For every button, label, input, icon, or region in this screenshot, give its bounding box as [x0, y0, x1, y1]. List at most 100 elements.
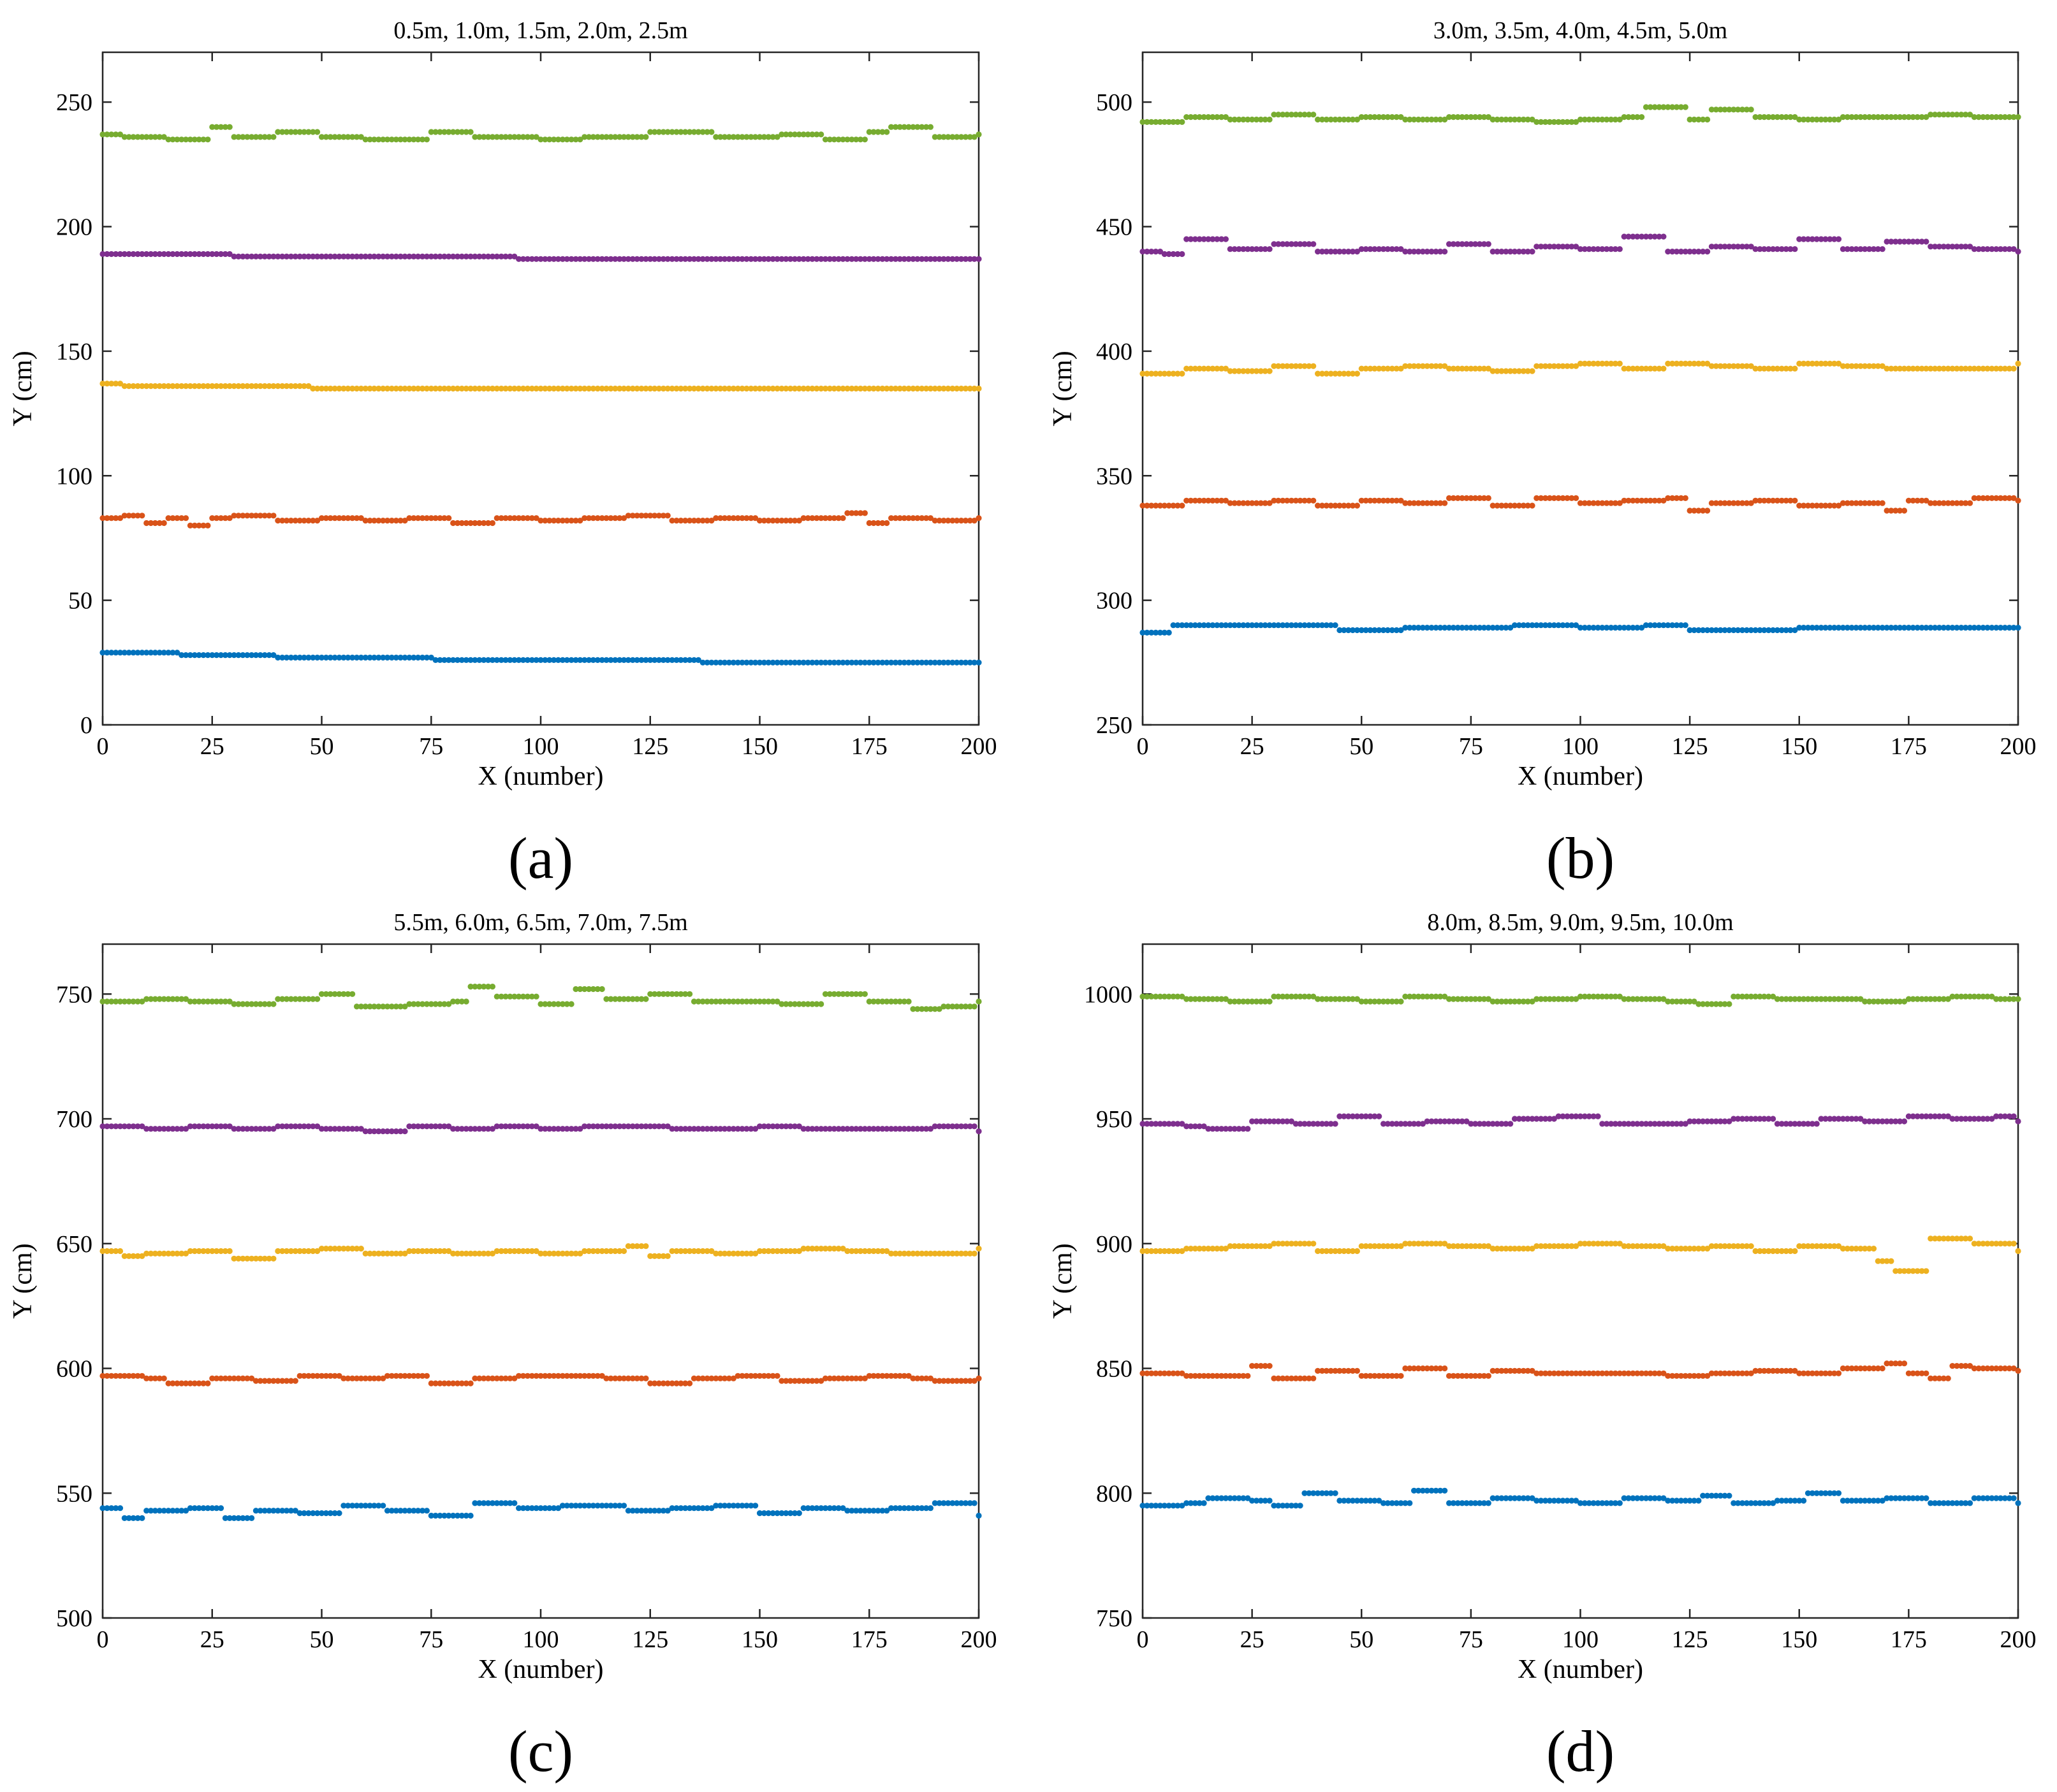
data-point: [2015, 1368, 2021, 1374]
data-point: [534, 994, 539, 1000]
y-tick-label: 400: [1096, 339, 1132, 365]
data-point: [976, 256, 981, 262]
data-point: [1901, 1360, 1907, 1366]
data-point: [1529, 368, 1535, 374]
x-tick-label: 175: [1891, 1626, 1927, 1653]
series-3.0m: [1139, 622, 2021, 636]
data-point: [1442, 1366, 1447, 1371]
data-point: [1354, 503, 1360, 509]
data-point: [1267, 368, 1273, 374]
data-point: [205, 523, 210, 528]
data-point: [1967, 1500, 1973, 1506]
data-point: [1792, 246, 1797, 252]
figure: 0.5m, 1.0m, 1.5m, 2.0m, 2.5m0 25 50 75 100 12…: [0, 0, 2057, 1792]
y-tick-label: 50: [68, 588, 92, 615]
x-tick-label: 100: [523, 1626, 559, 1653]
data-point: [976, 1246, 981, 1251]
data-point: [402, 1128, 407, 1134]
data-point: [2015, 1118, 2021, 1124]
y-tick-label: 900: [1096, 1231, 1132, 1258]
y-tick-label: 600: [56, 1356, 92, 1383]
data-point: [818, 131, 824, 137]
y-tick-label: 700: [56, 1106, 92, 1133]
series-4.5m: [1139, 234, 2021, 258]
data-point: [1486, 495, 1491, 501]
data-point: [1836, 1371, 1841, 1376]
data-point: [139, 513, 145, 518]
data-point: [976, 515, 981, 521]
y-axis-label: Y (cm): [1048, 351, 1078, 426]
data-point: [752, 1503, 758, 1508]
data-point: [468, 129, 474, 135]
y-tick-label: 300: [1096, 588, 1132, 615]
data-point: [1376, 1114, 1382, 1119]
x-tick-label: 100: [1562, 733, 1599, 760]
x-tick-label: 200: [961, 733, 997, 760]
data-point: [1704, 507, 1710, 513]
data-point: [1923, 238, 1929, 244]
data-point: [205, 136, 210, 142]
data-point: [424, 136, 430, 142]
data-point: [1486, 1373, 1491, 1379]
y-tick-label: 950: [1096, 1106, 1132, 1133]
y-tick-label: 100: [56, 463, 92, 490]
x-tick-label: 0: [1137, 733, 1149, 760]
y-axis-label: Y (cm): [1048, 1243, 1078, 1319]
x-tick-label: 200: [2000, 733, 2037, 760]
data-point: [972, 1123, 977, 1129]
x-tick-label: 50: [310, 733, 334, 760]
data-point: [1617, 1500, 1623, 1506]
chart-title: 8.0m, 8.5m, 9.0m, 9.5m, 10.0m: [1427, 909, 1733, 936]
y-tick-label: 450: [1096, 214, 1132, 241]
data-point: [1267, 1497, 1273, 1503]
data-point: [1967, 1235, 1973, 1241]
data-point: [314, 129, 320, 135]
data-point: [1660, 366, 1666, 372]
data-point: [1748, 1243, 1754, 1249]
data-point: [621, 1503, 627, 1508]
data-point: [314, 996, 320, 1002]
series-3.5m: [1139, 495, 2021, 514]
series-5.5m: [99, 1500, 981, 1521]
x-tick-label: 0: [97, 733, 109, 760]
x-tick-label: 175: [851, 1626, 888, 1653]
data-point: [1888, 1258, 1894, 1264]
data-point: [358, 1246, 364, 1251]
x-tick-label: 175: [851, 733, 888, 760]
x-axis-label: X (number): [478, 1655, 603, 1684]
data-point: [468, 1380, 474, 1386]
chart-panel-3: 5.5m, 6.0m, 6.5m, 7.0m, 7.5m0 25 50 75 100 12…: [8, 909, 997, 1784]
data-point: [643, 1376, 648, 1381]
data-point: [976, 998, 981, 1004]
panel-label: (d): [1546, 1719, 1614, 1784]
data-point: [796, 1510, 802, 1516]
data-point: [906, 998, 912, 1004]
data-point: [599, 986, 605, 992]
data-point: [976, 1128, 981, 1134]
data-point: [2011, 366, 2017, 372]
y-tick-label: 500: [56, 1605, 92, 1632]
data-point: [1407, 1500, 1412, 1506]
x-axis-label: X (number): [478, 762, 603, 791]
y-tick-label: 500: [1096, 89, 1132, 116]
y-tick-label: 250: [56, 89, 92, 116]
data-point: [1695, 1497, 1701, 1503]
x-tick-label: 0: [97, 1626, 109, 1653]
data-point: [1354, 1248, 1360, 1254]
data-point: [117, 1248, 123, 1254]
data-point: [1901, 1118, 1907, 1124]
data-point: [1945, 1376, 1951, 1381]
data-point: [1683, 104, 1688, 110]
data-point: [1179, 119, 1185, 125]
data-point: [424, 1508, 430, 1513]
data-point: [1310, 112, 1316, 117]
data-point: [1179, 371, 1185, 377]
data-point: [2015, 1500, 2021, 1506]
data-point: [1923, 1268, 1929, 1274]
data-point: [1967, 500, 1973, 506]
data-point: [1267, 998, 1273, 1004]
series-1.5m: [99, 381, 981, 391]
x-tick-label: 100: [1562, 1626, 1599, 1653]
data-point: [643, 1243, 648, 1249]
data-point: [490, 520, 495, 526]
